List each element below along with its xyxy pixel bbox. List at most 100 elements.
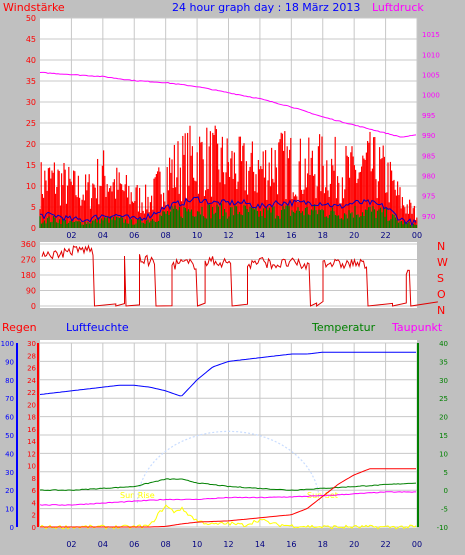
temperature-tick-label: 30 xyxy=(439,377,448,385)
wind-tick-label: 35 xyxy=(26,77,36,86)
weather-x-tick-label: 12 xyxy=(223,540,233,549)
rain-tick-label: 14 xyxy=(27,438,36,446)
direction-compass-label: N xyxy=(437,240,445,253)
humidity-line xyxy=(39,351,416,397)
temperature-line xyxy=(39,478,417,492)
wind-x-tick-label: 02 xyxy=(66,231,76,240)
wind-x-tick-label: 20 xyxy=(349,231,359,240)
rain-line xyxy=(40,468,416,528)
wind-x-tick-label: 00 xyxy=(412,231,422,240)
wind-x-tick-label: 10 xyxy=(192,231,202,240)
rain-tick-label: 26 xyxy=(27,365,36,373)
humidity-tick-label: 30 xyxy=(5,469,14,477)
humidity-tick-label: 100 xyxy=(1,340,14,348)
wind-x-tick-label: 12 xyxy=(223,231,233,240)
weather-x-tick-label: 00 xyxy=(412,540,422,549)
weather-x-tick-label: 02 xyxy=(66,540,76,549)
wind-x-tick-label: 22 xyxy=(380,231,390,240)
wind-x-tick-label: 04 xyxy=(98,231,108,240)
wind-x-tick-label: 14 xyxy=(255,231,265,240)
wind-tick-label: 10 xyxy=(26,182,36,191)
temperature-tick-label: 0 xyxy=(444,487,448,495)
pressure-line xyxy=(39,71,417,138)
sunrise-label: Sun Rise xyxy=(120,491,155,500)
direction-tick-label: 180 xyxy=(21,271,36,280)
weather-x-tick-label: 06 xyxy=(129,540,139,549)
dewpoint-axis-label: Taupunkt xyxy=(391,321,443,334)
direction-tick-label: 0 xyxy=(31,302,36,311)
direction-tick-label: 90 xyxy=(26,287,36,296)
rain-tick-label: 10 xyxy=(27,463,36,471)
solar-line xyxy=(39,504,417,530)
pressure-tick-label: 995 xyxy=(422,112,435,120)
weather-x-tick-label: 10 xyxy=(192,540,202,549)
direction-tick-label: 270 xyxy=(21,256,36,265)
wind-tick-label: 20 xyxy=(26,140,36,149)
wind-direction-line xyxy=(41,244,438,307)
temperature-tick-label: 5 xyxy=(444,469,448,477)
wind-tick-label: 25 xyxy=(26,119,36,128)
weather-x-tick-label: 08 xyxy=(161,540,171,549)
rain-axis-label: Regen xyxy=(2,321,37,334)
wind-tick-label: 40 xyxy=(26,56,36,65)
pressure-tick-label: 975 xyxy=(422,193,435,201)
pressure-tick-label: 985 xyxy=(422,152,435,160)
temperature-axis-label: Temperatur xyxy=(311,321,376,334)
humidity-tick-label: 10 xyxy=(5,506,14,514)
weather-x-tick-label: 20 xyxy=(349,540,359,549)
pressure-tick-label: 970 xyxy=(422,213,435,221)
rain-tick-label: 8 xyxy=(32,475,36,483)
humidity-tick-label: 60 xyxy=(5,414,14,422)
wind-tick-label: 30 xyxy=(26,98,36,107)
wind-axis-label: Windstärke xyxy=(3,1,65,14)
rain-tick-label: 24 xyxy=(27,377,36,385)
weather-x-tick-label: 16 xyxy=(286,540,296,549)
pressure-tick-label: 1005 xyxy=(422,72,440,80)
humidity-axis-label: Luftfeuchte xyxy=(66,321,129,334)
direction-compass-label: W xyxy=(437,256,448,269)
direction-tick-label: 360 xyxy=(21,240,36,249)
direction-compass-label: O xyxy=(437,288,446,301)
wind-x-tick-label: 08 xyxy=(161,231,171,240)
humidity-tick-label: 70 xyxy=(5,395,14,403)
weather-x-tick-label: 18 xyxy=(318,540,328,549)
weather-x-tick-label: 14 xyxy=(255,540,265,549)
temperature-tick-label: -10 xyxy=(437,524,448,532)
temperature-tick-label: -5 xyxy=(441,506,448,514)
temperature-tick-label: 10 xyxy=(439,450,448,458)
pressure-tick-label: 1000 xyxy=(422,92,440,100)
humidity-tick-label: 90 xyxy=(5,358,14,366)
rain-tick-label: 0 xyxy=(32,524,36,532)
weather-x-tick-label: 22 xyxy=(380,540,390,549)
rain-tick-label: 16 xyxy=(27,426,36,434)
humidity-tick-label: 20 xyxy=(5,487,14,495)
rain-tick-label: 4 xyxy=(32,499,37,507)
pressure-tick-label: 1010 xyxy=(422,51,440,59)
pressure-tick-label: 980 xyxy=(422,173,435,181)
weather-x-tick-label: 04 xyxy=(98,540,108,549)
temperature-tick-label: 40 xyxy=(439,340,448,348)
pressure-tick-label: 1015 xyxy=(422,31,440,39)
rain-tick-label: 2 xyxy=(32,512,36,520)
temperature-tick-label: 35 xyxy=(439,358,448,366)
wind-tick-label: 0 xyxy=(31,224,36,233)
rain-tick-label: 12 xyxy=(27,450,36,458)
wind-x-tick-label: 16 xyxy=(286,231,296,240)
rain-tick-label: 22 xyxy=(27,389,36,397)
temperature-tick-label: 25 xyxy=(439,395,448,403)
wind-x-tick-label: 06 xyxy=(129,231,139,240)
pressure-tick-label: 990 xyxy=(422,132,435,140)
wind-tick-label: 5 xyxy=(31,203,36,212)
humidity-tick-label: 50 xyxy=(5,432,14,440)
pressure-axis-label: Luftdruck xyxy=(372,1,424,14)
humidity-tick-label: 80 xyxy=(5,377,14,385)
direction-compass-label: S xyxy=(437,272,444,285)
rain-tick-label: 30 xyxy=(27,340,36,348)
wind-tick-label: 50 xyxy=(26,14,36,23)
rain-tick-label: 18 xyxy=(27,414,36,422)
humidity-tick-label: 40 xyxy=(5,450,14,458)
wind-tick-label: 15 xyxy=(26,161,36,170)
rain-tick-label: 20 xyxy=(27,401,36,409)
